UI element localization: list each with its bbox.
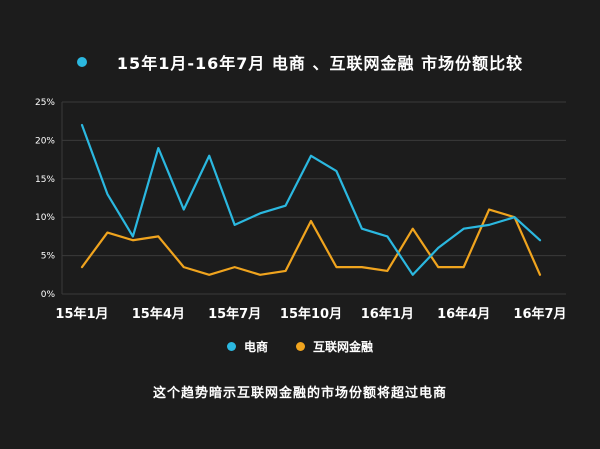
chart-title: 15年1月-16年7月 电商 、互联网金融 市场份额比较 [116, 54, 524, 73]
svg-text:16年1月: 16年1月 [361, 306, 414, 322]
legend-label: 互联网金融 [313, 340, 374, 354]
chart-caption: 这个趋势暗示互联网金融的市场份额将超过电商 [152, 386, 447, 401]
legend-dot-icon [226, 342, 236, 351]
svg-text:25%: 25% [35, 98, 55, 108]
title-bullet-icon [76, 57, 87, 67]
legend-dot-icon [296, 342, 305, 351]
legend-item: 互联网金融 [296, 338, 373, 355]
svg-text:16年4月: 16年4月 [437, 306, 490, 322]
chart-legend: 电商 互联网金融 [0, 338, 600, 355]
line-chart: 0% 5% 10% 15% 20% 25% 15年1月 15年4月 15年7月 15年10月 16年… [35, 98, 567, 322]
svg-text:5%: 5% [41, 252, 56, 262]
svg-text:0%: 0% [41, 290, 56, 300]
svg-text:20%: 20% [35, 136, 55, 146]
legend-label: 电商 [243, 340, 268, 354]
svg-text:15%: 15% [35, 175, 55, 185]
svg-text:15年4月: 15年4月 [132, 306, 185, 322]
svg-text:15年7月: 15年7月 [208, 306, 261, 322]
svg-text:10%: 10% [35, 213, 55, 223]
svg-text:15年10月: 15年10月 [280, 306, 342, 322]
chart-title-row: 15年1月-16年7月 电商 、互联网金融 市场份额比较 [0, 50, 600, 74]
svg-text:15年1月: 15年1月 [55, 306, 108, 322]
svg-text:16年7月: 16年7月 [513, 306, 566, 322]
legend-item: 电商 [226, 338, 268, 355]
